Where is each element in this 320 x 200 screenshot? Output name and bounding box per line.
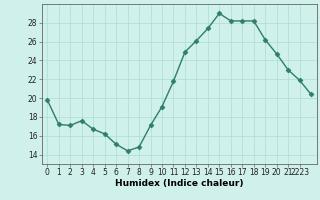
X-axis label: Humidex (Indice chaleur): Humidex (Indice chaleur) — [115, 179, 244, 188]
